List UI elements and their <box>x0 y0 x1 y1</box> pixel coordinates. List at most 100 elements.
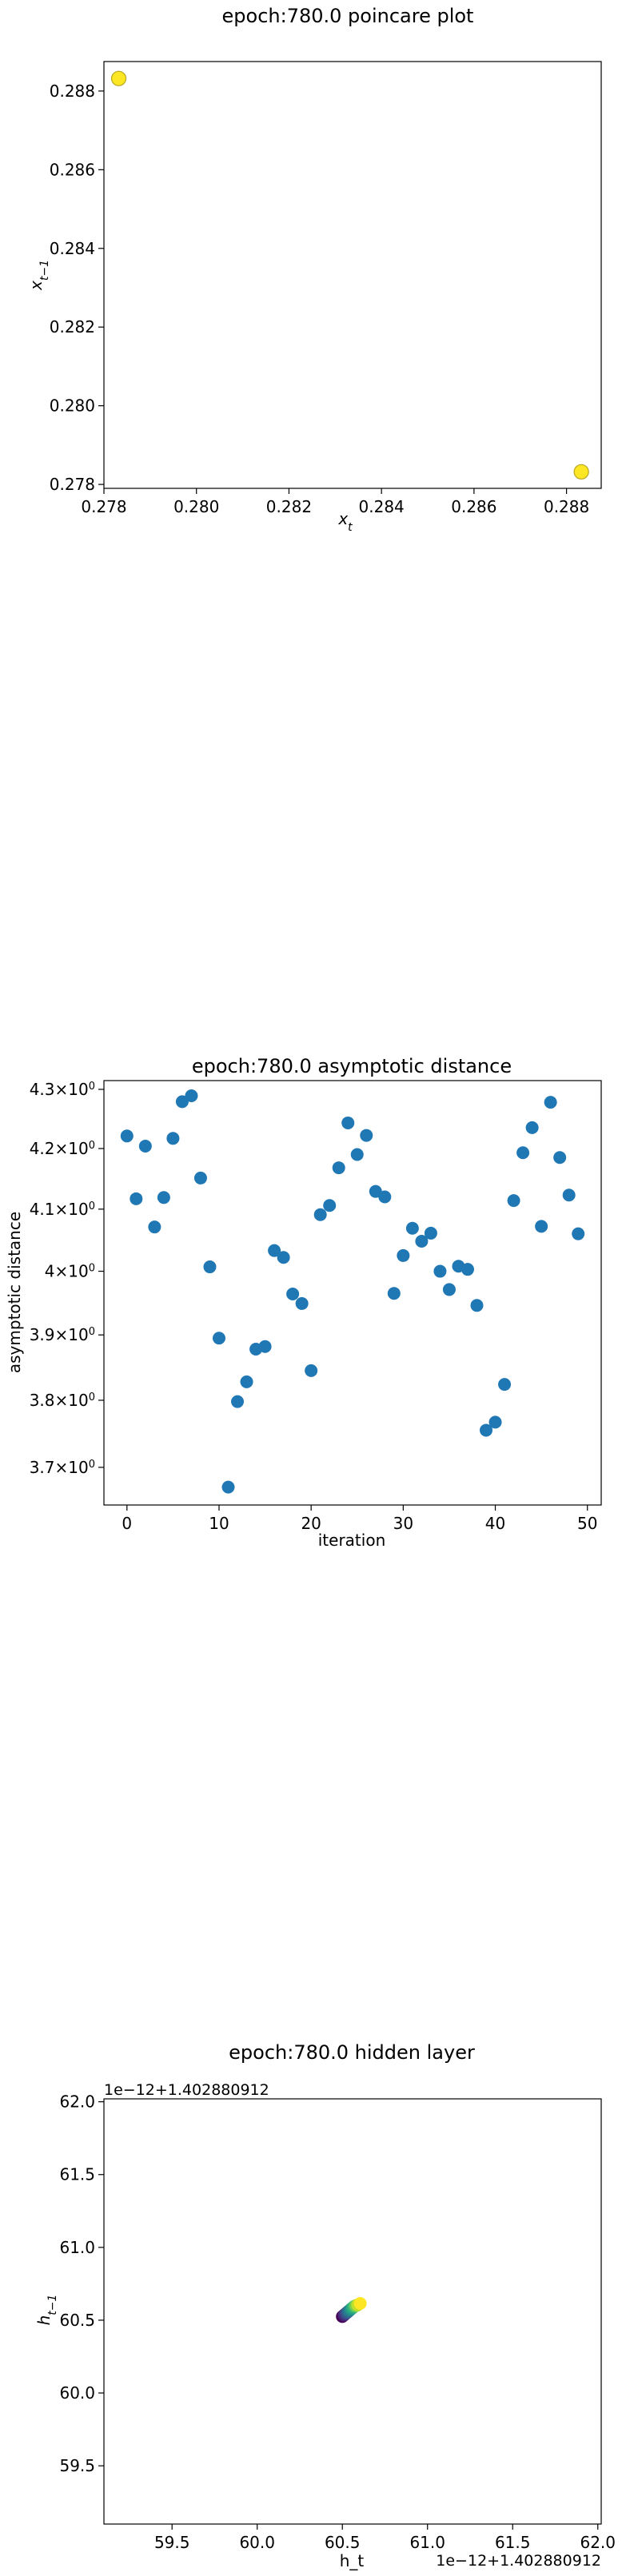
asymptotic-point <box>240 1375 253 1388</box>
asymptotic-point <box>185 1089 198 1103</box>
asymptotic-point <box>120 1129 134 1143</box>
asymptotic-y-label: asymptotic distance <box>5 1212 24 1373</box>
asymptotic-point <box>544 1096 557 1109</box>
asymptotic-y-tick-label: 4.2×100 <box>30 1139 95 1158</box>
hidden-layer-title: epoch:780.0 hidden layer <box>229 2041 475 2064</box>
asymptotic-y-tick-label: 3.9×100 <box>30 1325 95 1344</box>
hidden-layer-y-offset-text: 1e−12+1.402880912 <box>104 2081 269 2099</box>
poincare-x-ticks: 0.278 0.280 0.282 0.284 0.286 0.288 <box>81 488 589 516</box>
asymptotic-point <box>525 1121 539 1134</box>
hidden-layer-x-tick-label: 59.5 <box>154 2533 190 2552</box>
asymptotic-x-label: iteration <box>318 1531 386 1550</box>
asymptotic-point <box>332 1161 345 1175</box>
asymptotic-point <box>277 1251 290 1264</box>
poincare-point <box>573 464 589 480</box>
hidden-layer-point <box>353 2296 367 2310</box>
hidden-layer-x-ticks: 59.5 60.0 60.5 61.0 61.5 62.0 <box>154 2524 616 2552</box>
asymptotic-y-tick-label: 4×100 <box>45 1262 95 1281</box>
asymptotic-point <box>193 1171 207 1184</box>
asymptotic-point <box>231 1395 245 1408</box>
asymptotic-point <box>470 1299 484 1312</box>
asymptotic-y-ticks: 3.7×100 3.8×100 3.9×100 4×100 4.1×100 4.2×100… <box>30 1080 104 1477</box>
asymptotic-point <box>175 1095 189 1109</box>
hidden-layer-x-offset-text: 1e−12+1.402880912 <box>436 2552 601 2570</box>
asymptotic-point <box>507 1194 520 1208</box>
hidden-layer-x-tick-label: 60.0 <box>239 2533 275 2552</box>
hidden-layer-y-tick-label: 60.5 <box>59 2311 95 2330</box>
hidden-layer-x-tick-label: 60.5 <box>325 2533 361 2552</box>
asymptotic-x-tick-label: 40 <box>485 1514 505 1533</box>
poincare-x-tick-label: 0.286 <box>451 497 496 516</box>
poincare-x-tick-label: 0.282 <box>266 497 312 516</box>
poincare-x-tick-label: 0.278 <box>81 497 126 516</box>
asymptotic-point <box>369 1184 382 1198</box>
poincare-y-tick-label: 0.288 <box>50 82 95 101</box>
hidden-layer-y-tick-label: 59.5 <box>59 2456 95 2475</box>
asymptotic-point <box>562 1188 576 1202</box>
asymptotic-point <box>295 1296 309 1310</box>
asymptotic-point <box>130 1192 143 1205</box>
asymptotic-y-tick-label: 4.3×100 <box>30 1080 95 1099</box>
asymptotic-x-tick-label: 50 <box>577 1514 597 1533</box>
poincare-y-ticks: 0.278 0.280 0.282 0.284 0.286 0.288 <box>50 82 104 494</box>
asymptotic-point <box>572 1227 585 1240</box>
asymptotic-point <box>498 1378 512 1392</box>
asymptotic-point <box>415 1235 429 1248</box>
poincare-x-tick-label: 0.280 <box>173 497 219 516</box>
asymptotic-point <box>313 1208 327 1221</box>
hidden-layer-plot-frame <box>103 2098 602 2525</box>
hidden-layer-x-tick-label: 61.0 <box>409 2533 445 2552</box>
hidden-layer-panel: epoch:780.0 hidden layer 1e−12+1.4028809… <box>34 2041 616 2570</box>
asymptotic-point <box>148 1220 161 1234</box>
poincare-y-tick-label: 0.286 <box>50 160 95 179</box>
asymptotic-point <box>387 1287 401 1300</box>
asymptotic-point <box>341 1116 355 1129</box>
asymptotic-point <box>305 1364 318 1377</box>
asymptotic-point <box>350 1148 364 1161</box>
asymptotic-point <box>488 1415 502 1429</box>
asymptotic-point <box>203 1260 217 1274</box>
asymptotic-point <box>405 1221 419 1235</box>
poincare-y-tick-label: 0.278 <box>50 475 95 494</box>
poincare-y-tick-label: 0.280 <box>50 396 95 416</box>
poincare-y-tick-label: 0.282 <box>50 317 95 336</box>
hidden-layer-y-tick-label: 60.0 <box>59 2383 95 2403</box>
poincare-x-tick-label: 0.288 <box>544 497 589 516</box>
asymptotic-plot-frame <box>103 1080 602 1506</box>
asymptotic-point <box>433 1264 447 1278</box>
asymptotic-y-tick-label: 3.8×100 <box>30 1391 95 1410</box>
poincare-x-tick-label: 0.284 <box>359 497 405 516</box>
asymptotic-point <box>138 1140 152 1153</box>
asymptotic-x-ticks: 0 10 20 30 40 50 <box>122 1505 597 1533</box>
asymptotic-x-tick-label: 20 <box>301 1514 321 1533</box>
asymptotic-point <box>166 1132 180 1145</box>
asymptotic-x-tick-label: 30 <box>393 1514 413 1533</box>
poincare-panel: epoch:780.0 poincare plot 0.278 0.280 0.28… <box>26 5 602 534</box>
asymptotic-points <box>120 1089 585 1494</box>
asymptotic-point <box>268 1244 281 1257</box>
asymptotic-point <box>221 1480 235 1494</box>
hidden-layer-y-tick-label: 61.5 <box>59 2165 95 2184</box>
hidden-layer-y-tick-label: 62.0 <box>59 2092 95 2112</box>
asymptotic-point <box>286 1287 300 1300</box>
asymptotic-point <box>378 1190 392 1204</box>
asymptotic-point <box>397 1248 410 1262</box>
poincare-plot-frame <box>103 61 602 489</box>
hidden-layer-points <box>336 2296 367 2323</box>
asymptotic-point <box>424 1226 437 1240</box>
asymptotic-point <box>212 1332 225 1345</box>
asymptotic-point <box>442 1283 456 1296</box>
hidden-layer-y-ticks: 59.5 60.0 60.5 61.0 61.5 62.0 <box>59 2092 104 2475</box>
asymptotic-y-tick-label: 3.7×100 <box>30 1458 95 1477</box>
asymptotic-point <box>360 1129 373 1142</box>
asymptotic-x-tick-label: 0 <box>122 1514 132 1533</box>
poincare-point <box>110 70 127 86</box>
poincare-y-tick-label: 0.284 <box>50 239 95 258</box>
poincare-y-label: xt−1 <box>26 260 51 291</box>
asymptotic-point <box>258 1340 272 1353</box>
asymptotic-point <box>535 1220 548 1233</box>
hidden-layer-x-label: h_t <box>340 2551 365 2570</box>
asymptotic-point <box>323 1199 337 1212</box>
poincare-title: epoch:780.0 poincare plot <box>222 5 474 27</box>
